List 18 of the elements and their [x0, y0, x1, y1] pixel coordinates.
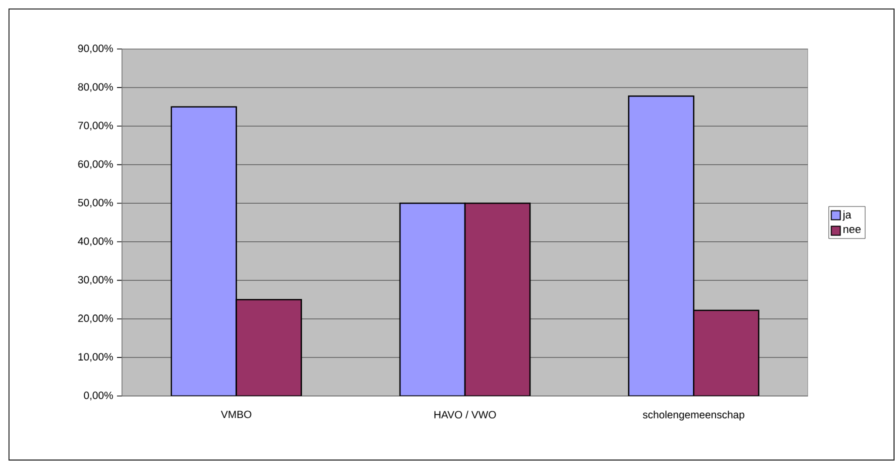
legend-label: nee — [844, 227, 861, 234]
x-tick-label: scholengemeenschap — [642, 410, 744, 420]
y-tick-label: 30,00% — [78, 276, 113, 285]
bar — [693, 310, 760, 396]
y-tick-label: 40,00% — [78, 237, 113, 246]
y-tick-label: 20,00% — [78, 314, 113, 324]
y-tick-label: 70,00% — [78, 122, 113, 130]
y-tick-label: 60,00% — [78, 160, 113, 170]
legend-label: ja — [842, 210, 852, 221]
y-tick-label: 0,00% — [84, 392, 113, 400]
y-tick-label: 10,00% — [78, 353, 113, 362]
bar — [236, 298, 302, 396]
y-tick-label: 80,00% — [78, 83, 113, 92]
y-tick-label: 90,00% — [78, 44, 113, 54]
bar — [464, 202, 531, 396]
x-tick-label: HAVO / VWO — [434, 410, 496, 418]
y-tick-label: 50,00% — [78, 198, 113, 208]
x-tick-label: VMBO — [220, 410, 252, 418]
